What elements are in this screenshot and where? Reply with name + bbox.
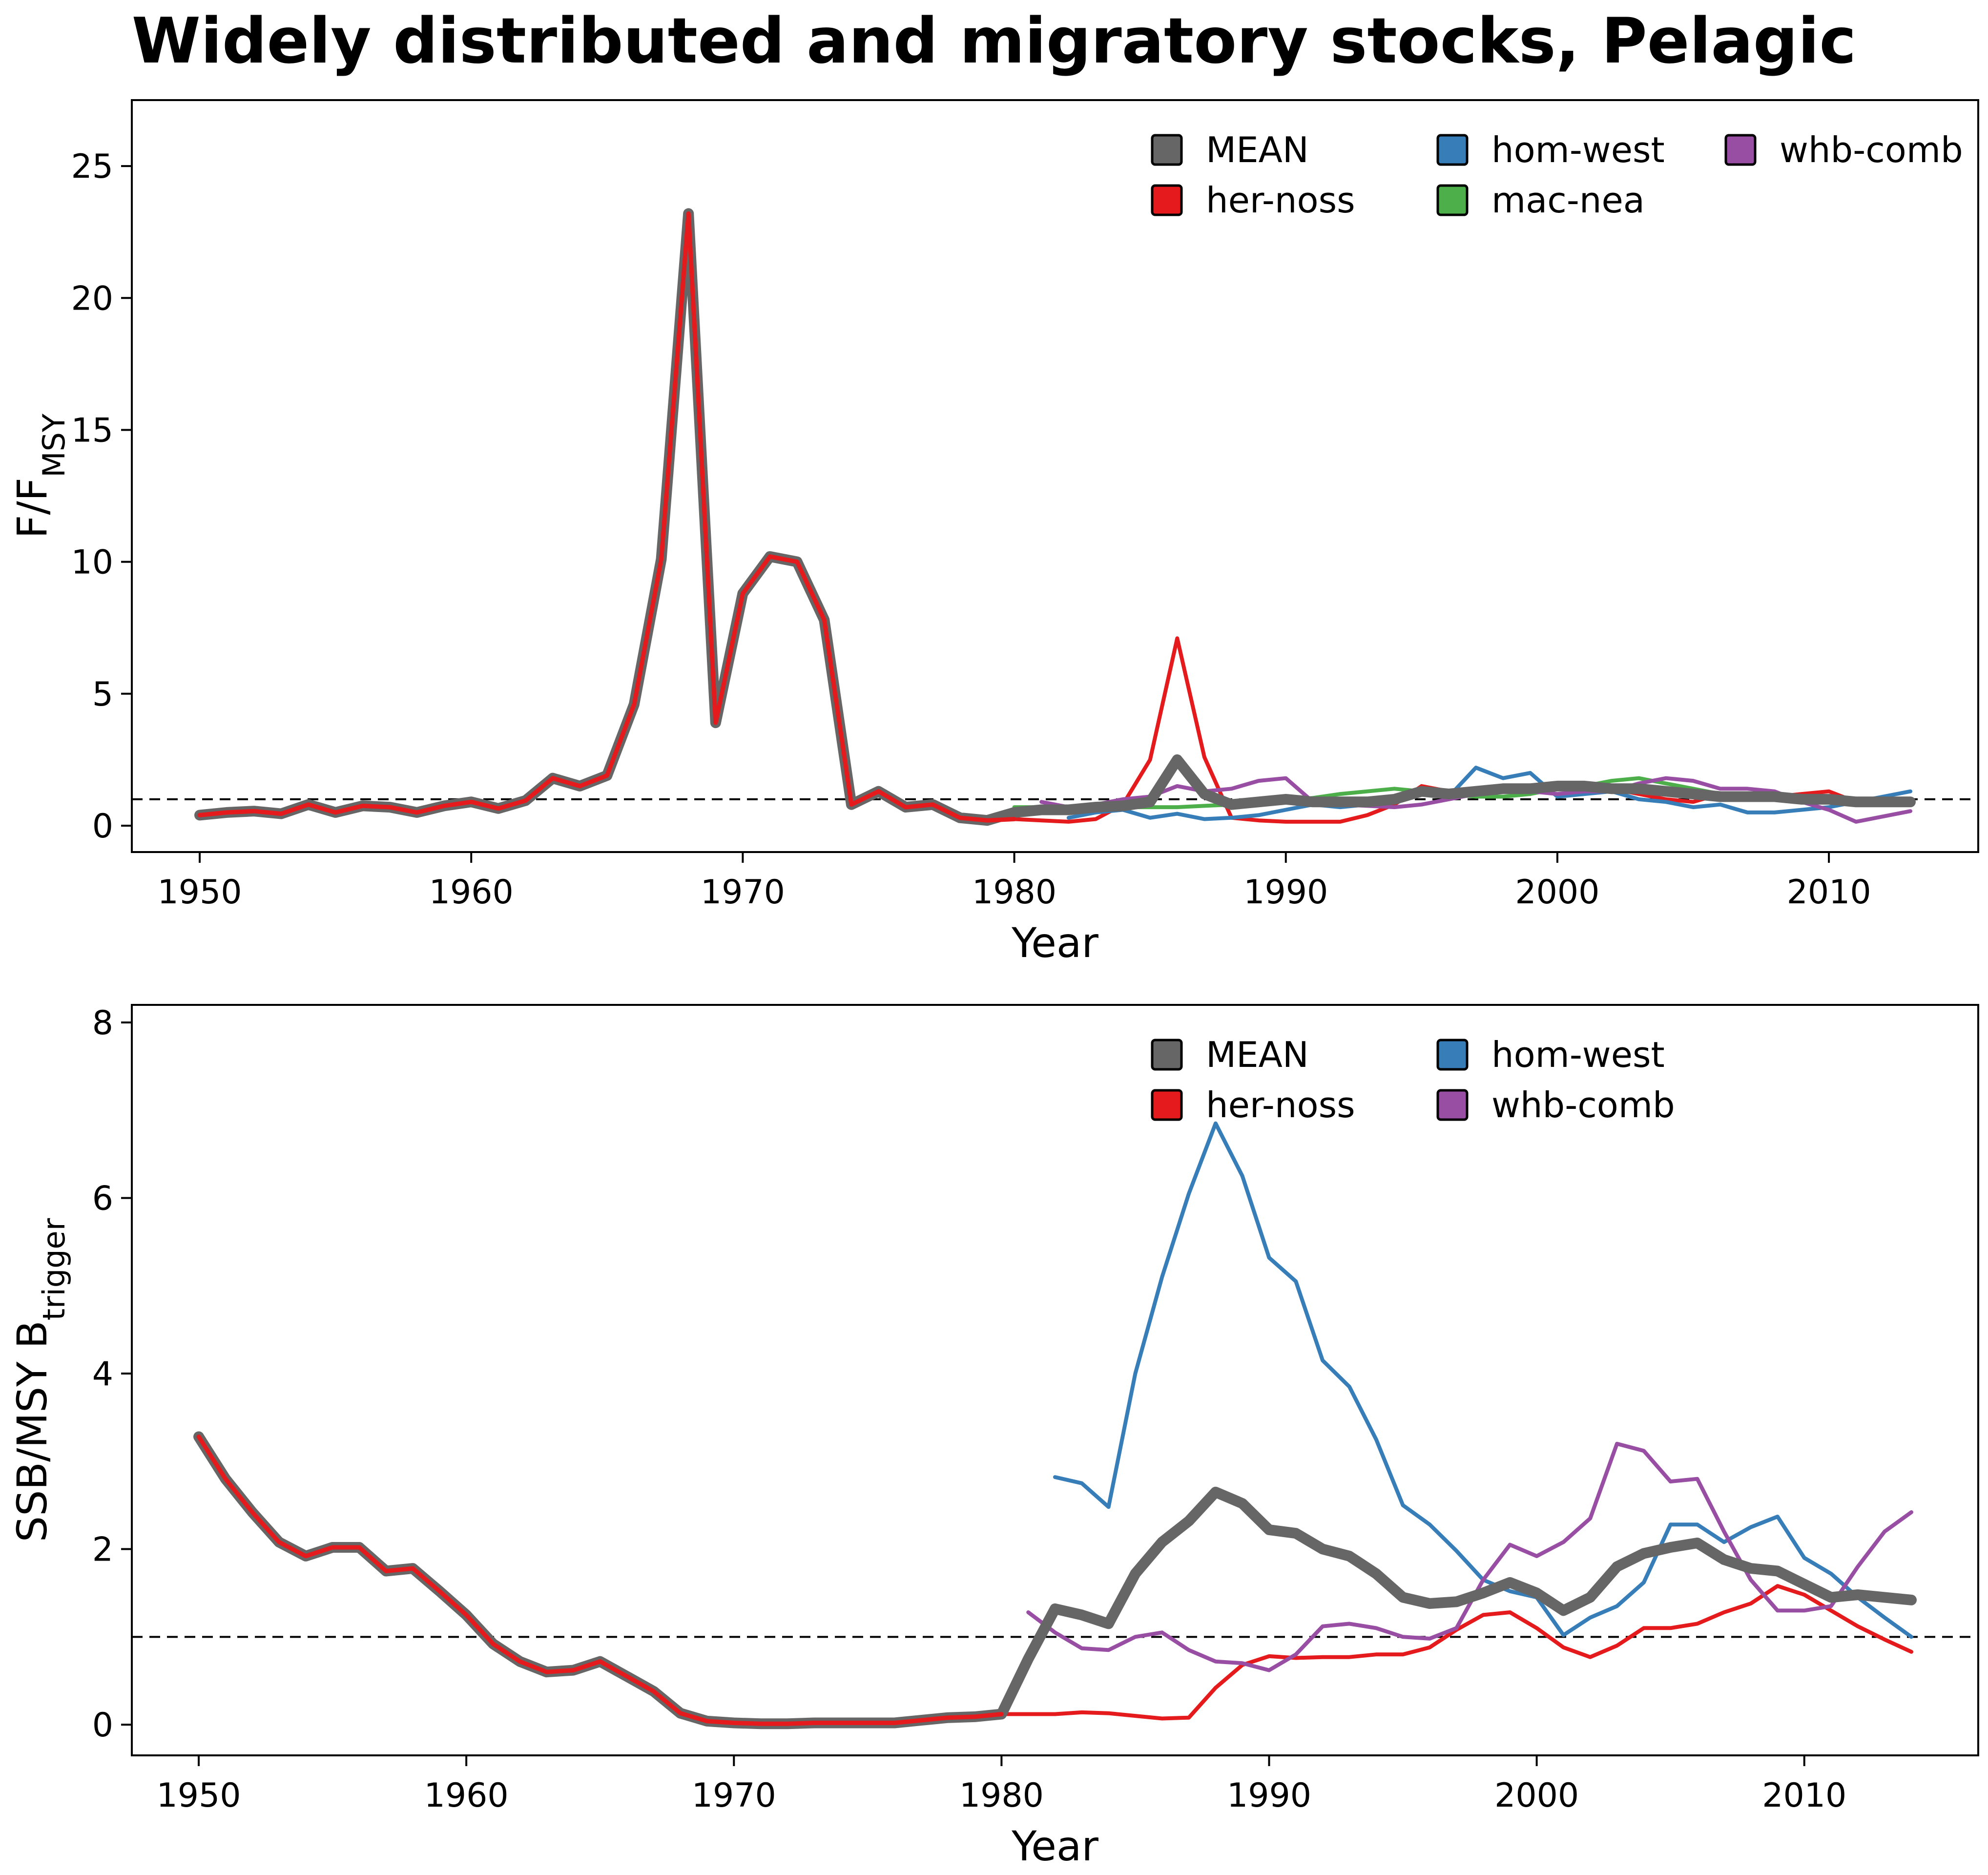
plot-frame: [131, 99, 1979, 853]
legend-key-her-noss: [1151, 184, 1183, 216]
series-line-her-noss-overlay: [197, 211, 1017, 823]
y-tick-label-10: 10: [71, 543, 113, 582]
x-tick-label-1990: 1990: [1243, 873, 1328, 912]
legend-label-whb-comb: whb-comb: [1491, 1084, 1675, 1125]
legend-key-mean: [1151, 134, 1183, 166]
panel-bottom: 1950 1960 1970 1980 1990 2000 2010 0 2 4 6 8 Year SSB…: [8, 1004, 1979, 1870]
legend-label-mean: MEAN: [1206, 129, 1309, 170]
legend-key-mac-nea: [1436, 184, 1469, 216]
y-tick-label-4: 4: [92, 1355, 113, 1394]
series-line-her-noss: [197, 1435, 1913, 1726]
y-tick-label-25: 25: [71, 147, 113, 186]
x-tick-label-2000: 2000: [1494, 1776, 1579, 1815]
x-tick-label-1980: 1980: [972, 873, 1056, 912]
legend-label-hom-west: hom-west: [1491, 129, 1665, 170]
x-tick-label-1980: 1980: [959, 1776, 1044, 1815]
legend-key-whb-comb: [1724, 134, 1757, 166]
y-tick-label-5: 5: [92, 675, 113, 714]
x-tick-label-1960: 1960: [429, 873, 514, 912]
y-tick-label-6: 6: [92, 1179, 113, 1218]
series-line-mean: [194, 208, 1916, 826]
legend-key-her-noss: [1151, 1089, 1183, 1121]
x-tick-label-1960: 1960: [424, 1776, 509, 1815]
legend-label-her-noss: her-noss: [1206, 1084, 1355, 1125]
legend-key-hom-west: [1436, 134, 1469, 166]
x-axis-title: Year: [1011, 919, 1098, 967]
y-axis-title: SSB/MSY Btrigger: [8, 1218, 72, 1542]
legend-label-her-noss: her-noss: [1206, 180, 1355, 221]
y-tick-label-15: 15: [71, 411, 113, 450]
x-tick-label-1970: 1970: [692, 1776, 776, 1815]
panel-top: 1950 1960 1970 1980 1990 2000 2010 0 5 10 15 20 25 Ye…: [8, 99, 1979, 967]
series-line-whb-comb: [1026, 1441, 1913, 1672]
plot-frame: [131, 1004, 1979, 1756]
x-tick-label-1970: 1970: [701, 873, 785, 912]
y-tick-label-2: 2: [92, 1531, 113, 1569]
chart-title: Widely distributed and migratory stocks,…: [131, 5, 1857, 78]
y-tick-label-0: 0: [92, 1706, 113, 1745]
series-line-her-noss: [198, 211, 1912, 824]
series-line-her-noss-overlay: [196, 1434, 1004, 1726]
y-tick-label-20: 20: [71, 279, 113, 318]
x-tick-label-1950: 1950: [158, 873, 242, 912]
x-tick-label-2010: 2010: [1787, 873, 1871, 912]
legend-label-hom-west: hom-west: [1491, 1034, 1665, 1075]
legend-label-mac-nea: mac-nea: [1491, 180, 1645, 221]
x-tick-label-1990: 1990: [1227, 1776, 1311, 1815]
series-line-hom-west: [1053, 1121, 1913, 1639]
x-tick-label-2000: 2000: [1515, 873, 1599, 912]
series-line-mean: [193, 1431, 1917, 1729]
x-axis-title: Year: [1011, 1822, 1098, 1870]
y-axis-title: F/FMSY: [8, 414, 72, 539]
x-tick-label-2010: 2010: [1762, 1776, 1846, 1815]
y-tick-label-8: 8: [92, 1004, 113, 1042]
legend-label-mean: MEAN: [1206, 1034, 1309, 1075]
legend-key-whb-comb: [1436, 1089, 1469, 1121]
legend-key-mean: [1151, 1039, 1183, 1071]
x-tick-label-1950: 1950: [156, 1776, 241, 1815]
series-line-hom-west: [1066, 766, 1912, 821]
y-tick-label-0: 0: [92, 807, 113, 846]
legend-key-hom-west: [1436, 1039, 1469, 1071]
legend-label-whb-comb: whb-comb: [1780, 129, 1963, 170]
